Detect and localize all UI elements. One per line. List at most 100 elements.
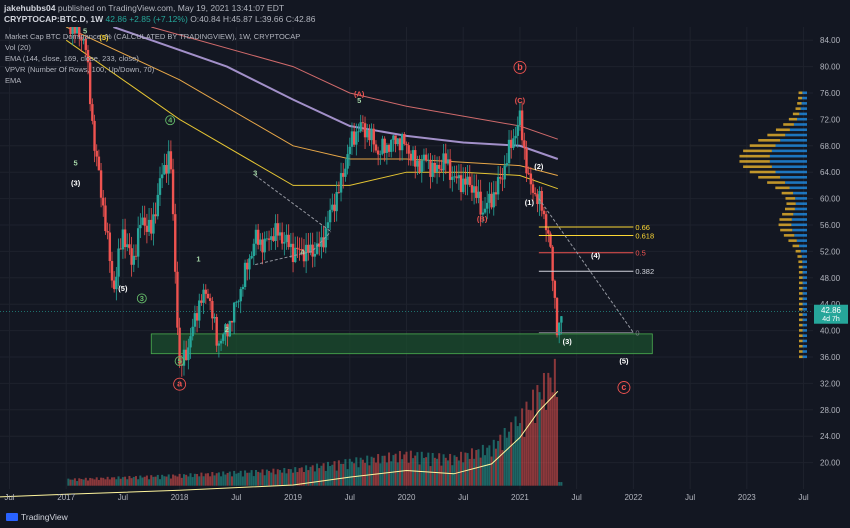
candle-body xyxy=(499,177,502,179)
candle-body xyxy=(93,120,96,151)
volume-bar xyxy=(407,462,410,486)
vpvr-bar-up xyxy=(793,123,807,126)
volume-bar xyxy=(370,456,373,486)
vpvr-bar-up xyxy=(785,133,807,137)
legend-main[interactable]: Market Cap BTC Dominance, % (CALCULATED … xyxy=(5,32,301,41)
volume-bar xyxy=(82,479,85,486)
volume-bar xyxy=(206,473,209,486)
vpvr-bar-up xyxy=(802,286,807,290)
candle-body xyxy=(374,144,378,151)
volume-bar xyxy=(71,479,74,486)
volume-bar xyxy=(392,455,395,486)
vpvr-bar-up xyxy=(802,344,807,348)
volume-bar xyxy=(558,482,561,486)
candle-body xyxy=(165,165,168,174)
vpvr-bar-down xyxy=(792,244,800,248)
wave-circle-red xyxy=(617,381,631,394)
volume-bar xyxy=(396,462,399,486)
candle-body xyxy=(339,173,343,193)
y-tick-label: 76.00 xyxy=(820,89,841,98)
volume-bar xyxy=(254,470,257,486)
volume-bar xyxy=(444,457,447,486)
tradingview-logo[interactable]: TradingView xyxy=(6,512,68,522)
candle-body xyxy=(195,313,199,321)
volume-bar xyxy=(292,472,295,486)
candle-body xyxy=(169,151,173,170)
volume-bar xyxy=(134,476,137,486)
wave-circle xyxy=(174,356,185,367)
candle-body xyxy=(431,162,434,177)
legend-ema2[interactable]: EMA xyxy=(5,76,22,85)
candle-body xyxy=(193,313,197,327)
candle-body xyxy=(472,186,476,193)
candle-body xyxy=(134,255,138,257)
y-tick-label: 60.00 xyxy=(820,195,841,204)
vpvr-bar-down xyxy=(799,339,803,343)
volume-bar xyxy=(220,476,223,486)
volume-bar xyxy=(529,410,532,486)
candle-body xyxy=(457,175,461,179)
volume-bar xyxy=(117,476,120,486)
volume-bar xyxy=(230,476,233,486)
candle-body xyxy=(300,249,303,251)
candle-body xyxy=(309,244,312,253)
vpvr-bar-up xyxy=(793,212,807,216)
candle-body xyxy=(119,248,122,250)
volume-bar xyxy=(198,476,201,486)
candle-body xyxy=(117,248,120,277)
wave-label: 5 xyxy=(83,27,87,36)
volume-bar xyxy=(178,473,181,486)
candle-body xyxy=(154,214,157,217)
candle-body xyxy=(232,302,236,323)
legend-ema[interactable]: EMA (144, close, 169, close, 233, close) xyxy=(5,54,139,63)
candle-body xyxy=(350,131,354,147)
candle-body xyxy=(123,229,127,248)
vpvr-bar-down xyxy=(799,334,803,337)
volume-bar xyxy=(119,478,122,486)
volume-bar xyxy=(510,422,513,486)
vpvr-bar-up xyxy=(802,271,807,274)
symbol-label[interactable]: CRYPTOCAP:BTC.D, 1W xyxy=(4,14,104,24)
volume-bar xyxy=(235,473,238,486)
vpvr-bar-down xyxy=(785,197,796,200)
candle-body xyxy=(368,130,371,141)
wave-label: 5 xyxy=(357,96,361,105)
price-axis[interactable] xyxy=(813,27,850,508)
volume-bar xyxy=(252,476,255,486)
y-tick-label: 32.00 xyxy=(820,379,841,388)
candle-body xyxy=(224,324,227,335)
wave-label: 5 xyxy=(178,357,182,366)
volume-bar xyxy=(398,451,401,486)
candle-body xyxy=(274,223,277,241)
candle-body xyxy=(331,204,334,210)
x-tick-label: 2019 xyxy=(284,493,302,502)
candle-body xyxy=(376,150,380,155)
volume-bar xyxy=(289,469,292,486)
volume-bar xyxy=(499,434,502,486)
candle-body xyxy=(239,289,242,302)
candle-body xyxy=(451,176,454,180)
wave-label: (5) xyxy=(118,284,128,293)
candle-body xyxy=(272,236,275,241)
vpvr-bar-down xyxy=(799,302,803,306)
volume-bar xyxy=(331,464,334,486)
candle-body xyxy=(544,214,548,231)
candle-body xyxy=(126,244,129,248)
candle-body xyxy=(219,340,223,344)
volume-bar xyxy=(250,470,253,486)
candle-body xyxy=(333,204,336,212)
vpvr-bar-down xyxy=(779,218,792,221)
candle-body xyxy=(315,243,319,254)
vpvr-bar-up xyxy=(797,117,807,121)
x-tick-label: 2023 xyxy=(738,493,756,502)
legend-vol[interactable]: Vol (20) xyxy=(5,43,31,52)
volume-bar xyxy=(355,457,358,486)
publisher-name[interactable]: jakehubbs04 xyxy=(4,3,56,13)
volume-bar xyxy=(100,477,103,486)
legend-vpvr[interactable]: VPVR (Number Of Rows, 100, Up/Down, 70) xyxy=(5,65,155,74)
candle-body xyxy=(352,131,356,145)
vpvr-bar-up xyxy=(771,149,807,153)
volume-bar xyxy=(278,470,281,486)
volume-bar xyxy=(457,460,460,486)
